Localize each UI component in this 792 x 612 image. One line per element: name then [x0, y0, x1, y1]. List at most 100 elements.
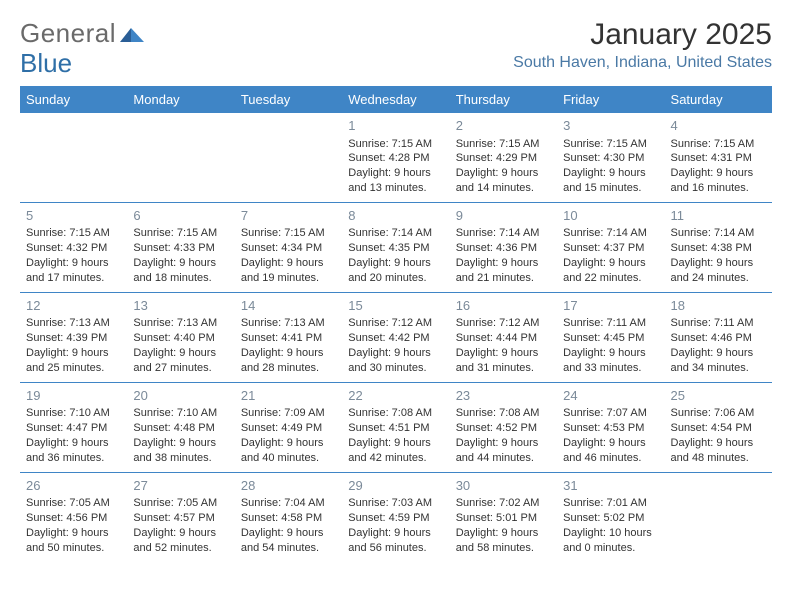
day-header: Tuesday	[235, 86, 342, 113]
sunrise-text: Sunrise: 7:05 AM	[133, 496, 228, 511]
daylight-text-1: Daylight: 9 hours	[348, 346, 443, 361]
daylight-text-1: Daylight: 9 hours	[26, 436, 121, 451]
daylight-text-2: and 24 minutes.	[671, 271, 766, 286]
sunset-text: Sunset: 4:40 PM	[133, 331, 228, 346]
day-number: 19	[26, 387, 121, 405]
daylight-text-2: and 31 minutes.	[456, 361, 551, 376]
daylight-text-2: and 20 minutes.	[348, 271, 443, 286]
day-header: Wednesday	[342, 86, 449, 113]
calendar-cell	[127, 113, 234, 202]
daylight-text-2: and 16 minutes.	[671, 181, 766, 196]
sunrise-text: Sunrise: 7:15 AM	[133, 226, 228, 241]
title-block: January 2025 South Haven, Indiana, Unite…	[513, 18, 772, 72]
day-number: 25	[671, 387, 766, 405]
calendar-cell: 7Sunrise: 7:15 AMSunset: 4:34 PMDaylight…	[235, 202, 342, 292]
day-number: 23	[456, 387, 551, 405]
daylight-text-1: Daylight: 9 hours	[563, 256, 658, 271]
calendar-cell: 20Sunrise: 7:10 AMSunset: 4:48 PMDayligh…	[127, 382, 234, 472]
sunrise-text: Sunrise: 7:01 AM	[563, 496, 658, 511]
sunrise-text: Sunrise: 7:06 AM	[671, 406, 766, 421]
month-title: January 2025	[513, 18, 772, 52]
day-number: 1	[348, 117, 443, 135]
daylight-text-2: and 44 minutes.	[456, 451, 551, 466]
sunrise-text: Sunrise: 7:11 AM	[563, 316, 658, 331]
day-number: 22	[348, 387, 443, 405]
sunset-text: Sunset: 4:51 PM	[348, 421, 443, 436]
calendar-head: SundayMondayTuesdayWednesdayThursdayFrid…	[20, 86, 772, 113]
sunset-text: Sunset: 4:46 PM	[671, 331, 766, 346]
day-number: 9	[456, 207, 551, 225]
sunrise-text: Sunrise: 7:09 AM	[241, 406, 336, 421]
daylight-text-1: Daylight: 9 hours	[671, 436, 766, 451]
sunrise-text: Sunrise: 7:02 AM	[456, 496, 551, 511]
calendar-cell: 27Sunrise: 7:05 AMSunset: 4:57 PMDayligh…	[127, 472, 234, 561]
sunset-text: Sunset: 4:36 PM	[456, 241, 551, 256]
daylight-text-1: Daylight: 9 hours	[671, 256, 766, 271]
day-header: Saturday	[665, 86, 772, 113]
daylight-text-1: Daylight: 9 hours	[241, 256, 336, 271]
sunrise-text: Sunrise: 7:13 AM	[133, 316, 228, 331]
sunrise-text: Sunrise: 7:15 AM	[563, 137, 658, 152]
calendar-cell: 29Sunrise: 7:03 AMSunset: 4:59 PMDayligh…	[342, 472, 449, 561]
daylight-text-2: and 0 minutes.	[563, 541, 658, 556]
sunset-text: Sunset: 5:02 PM	[563, 511, 658, 526]
daylight-text-2: and 25 minutes.	[26, 361, 121, 376]
day-number: 16	[456, 297, 551, 315]
calendar-cell: 8Sunrise: 7:14 AMSunset: 4:35 PMDaylight…	[342, 202, 449, 292]
day-number: 6	[133, 207, 228, 225]
sunset-text: Sunset: 4:56 PM	[26, 511, 121, 526]
sunrise-text: Sunrise: 7:15 AM	[241, 226, 336, 241]
day-number: 17	[563, 297, 658, 315]
sunrise-text: Sunrise: 7:12 AM	[456, 316, 551, 331]
calendar-row: 26Sunrise: 7:05 AMSunset: 4:56 PMDayligh…	[20, 472, 772, 561]
calendar-cell: 21Sunrise: 7:09 AMSunset: 4:49 PMDayligh…	[235, 382, 342, 472]
daylight-text-1: Daylight: 9 hours	[456, 256, 551, 271]
sunset-text: Sunset: 4:39 PM	[26, 331, 121, 346]
sunset-text: Sunset: 4:29 PM	[456, 151, 551, 166]
calendar-cell: 1Sunrise: 7:15 AMSunset: 4:28 PMDaylight…	[342, 113, 449, 202]
calendar-cell: 6Sunrise: 7:15 AMSunset: 4:33 PMDaylight…	[127, 202, 234, 292]
sunrise-text: Sunrise: 7:14 AM	[671, 226, 766, 241]
calendar-cell: 3Sunrise: 7:15 AMSunset: 4:30 PMDaylight…	[557, 113, 664, 202]
calendar-cell: 23Sunrise: 7:08 AMSunset: 4:52 PMDayligh…	[450, 382, 557, 472]
logo-icon	[120, 18, 146, 49]
sunrise-text: Sunrise: 7:11 AM	[671, 316, 766, 331]
day-number: 28	[241, 477, 336, 495]
calendar-cell: 15Sunrise: 7:12 AMSunset: 4:42 PMDayligh…	[342, 292, 449, 382]
day-header: Friday	[557, 86, 664, 113]
sunrise-text: Sunrise: 7:15 AM	[348, 137, 443, 152]
calendar-cell: 10Sunrise: 7:14 AMSunset: 4:37 PMDayligh…	[557, 202, 664, 292]
calendar-table: SundayMondayTuesdayWednesdayThursdayFrid…	[20, 86, 772, 562]
calendar-cell: 17Sunrise: 7:11 AMSunset: 4:45 PMDayligh…	[557, 292, 664, 382]
daylight-text-2: and 46 minutes.	[563, 451, 658, 466]
sunrise-text: Sunrise: 7:08 AM	[456, 406, 551, 421]
sunrise-text: Sunrise: 7:14 AM	[456, 226, 551, 241]
sunset-text: Sunset: 4:30 PM	[563, 151, 658, 166]
day-number: 10	[563, 207, 658, 225]
sunset-text: Sunset: 4:54 PM	[671, 421, 766, 436]
daylight-text-1: Daylight: 9 hours	[348, 526, 443, 541]
daylight-text-1: Daylight: 9 hours	[456, 346, 551, 361]
sunset-text: Sunset: 4:38 PM	[671, 241, 766, 256]
day-number: 27	[133, 477, 228, 495]
day-number: 11	[671, 207, 766, 225]
sunrise-text: Sunrise: 7:04 AM	[241, 496, 336, 511]
sunrise-text: Sunrise: 7:10 AM	[26, 406, 121, 421]
daylight-text-2: and 17 minutes.	[26, 271, 121, 286]
day-number: 3	[563, 117, 658, 135]
daylight-text-1: Daylight: 9 hours	[456, 166, 551, 181]
calendar-cell: 13Sunrise: 7:13 AMSunset: 4:40 PMDayligh…	[127, 292, 234, 382]
daylight-text-1: Daylight: 9 hours	[241, 526, 336, 541]
sunset-text: Sunset: 4:57 PM	[133, 511, 228, 526]
daylight-text-1: Daylight: 9 hours	[133, 436, 228, 451]
daylight-text-2: and 50 minutes.	[26, 541, 121, 556]
daylight-text-2: and 38 minutes.	[133, 451, 228, 466]
day-number: 18	[671, 297, 766, 315]
daylight-text-2: and 56 minutes.	[348, 541, 443, 556]
daylight-text-2: and 30 minutes.	[348, 361, 443, 376]
daylight-text-1: Daylight: 9 hours	[456, 526, 551, 541]
sunrise-text: Sunrise: 7:03 AM	[348, 496, 443, 511]
calendar-cell	[20, 113, 127, 202]
day-number: 29	[348, 477, 443, 495]
sunset-text: Sunset: 4:31 PM	[671, 151, 766, 166]
